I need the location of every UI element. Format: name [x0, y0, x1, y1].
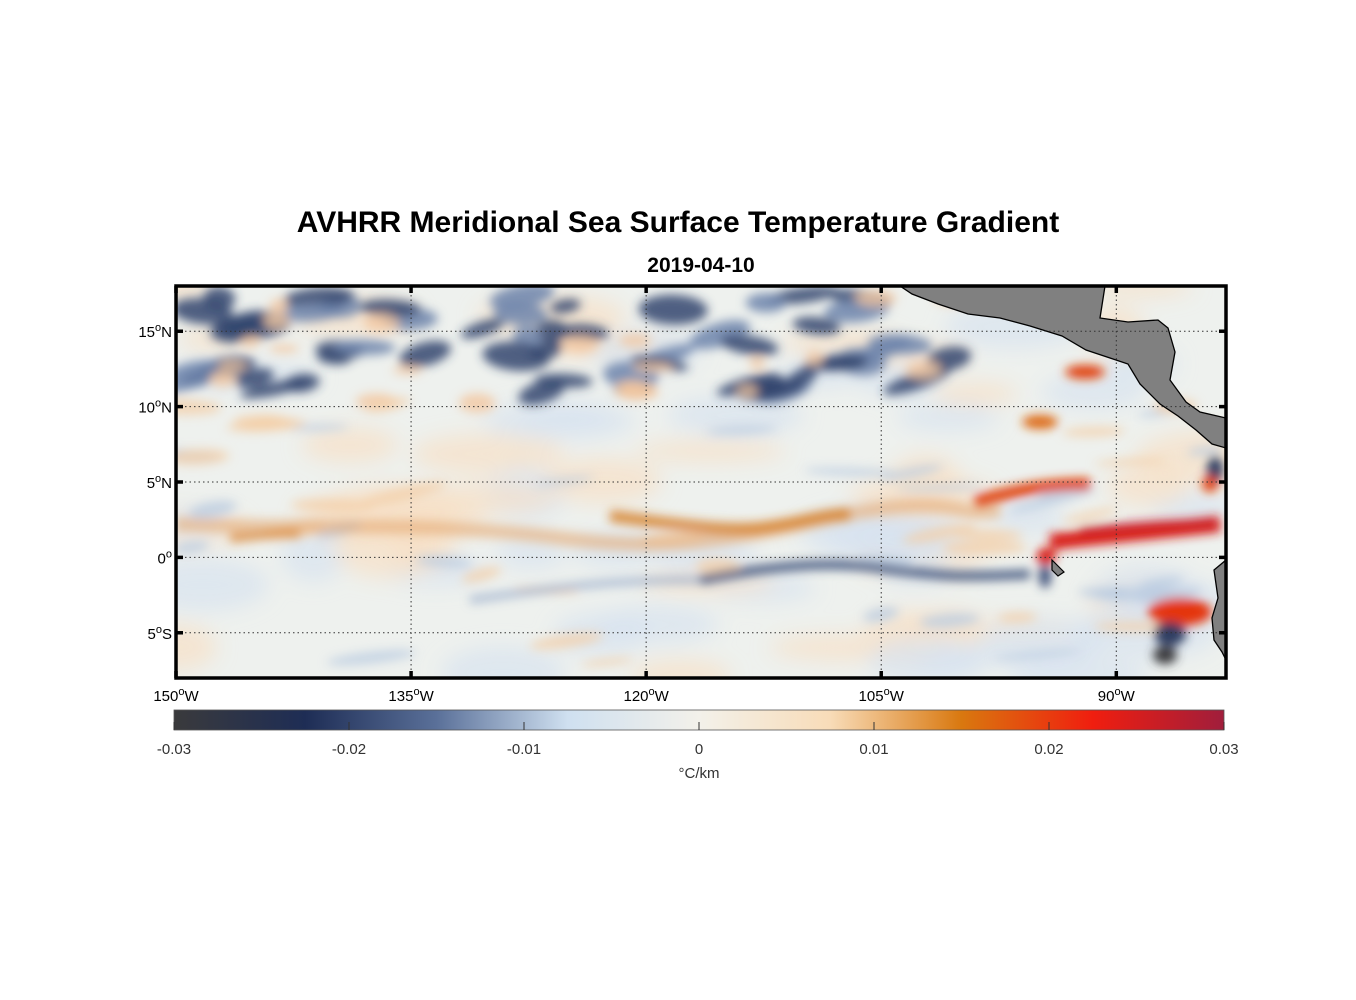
colorbar-tick-label: -0.03: [157, 741, 191, 758]
lon-tick-label: 90oW: [1098, 686, 1136, 705]
lat-tick-label: 0o: [158, 548, 172, 567]
longitude-labels: 150oW 135oW 120oW 105oW 90oW: [153, 686, 1135, 705]
ocean-field: [176, 286, 1226, 678]
colorbar-unit-label: °C/km: [679, 765, 720, 782]
colorbar-tick-label: 0.01: [859, 741, 888, 758]
lat-tick-label: 15oN: [138, 322, 172, 341]
axis-ticks: [174, 286, 1226, 678]
lon-tick-label: 105oW: [859, 686, 905, 705]
colorbar-tick-label: 0.02: [1034, 741, 1063, 758]
lat-tick-label: 10oN: [138, 398, 172, 417]
lon-tick-label: 120oW: [623, 686, 669, 705]
map-title: AVHRR Meridional Sea Surface Temperature…: [296, 206, 1060, 239]
colorbar-tick-label: -0.02: [332, 741, 366, 758]
latitude-labels: 15oN 10oN 5oN 0o 5oS: [138, 322, 172, 643]
colorbar-tick-label: 0: [695, 741, 703, 758]
lat-tick-label: 5oN: [147, 473, 172, 492]
lat-tick-label: 5oS: [148, 624, 172, 643]
central-america-land: [898, 286, 1226, 449]
map-subtitle: 2019-04-10: [647, 254, 755, 277]
colorbar-ticks: -0.03 -0.02 -0.01 0 0.01 0.02 0.03: [157, 722, 1239, 758]
lon-tick-label: 150oW: [153, 686, 199, 705]
colorbar-tick-label: -0.01: [507, 741, 541, 758]
colorbar-tick-label: 0.03: [1209, 741, 1238, 758]
galapagos-island: [1051, 558, 1065, 577]
lon-tick-label: 135oW: [388, 686, 434, 705]
